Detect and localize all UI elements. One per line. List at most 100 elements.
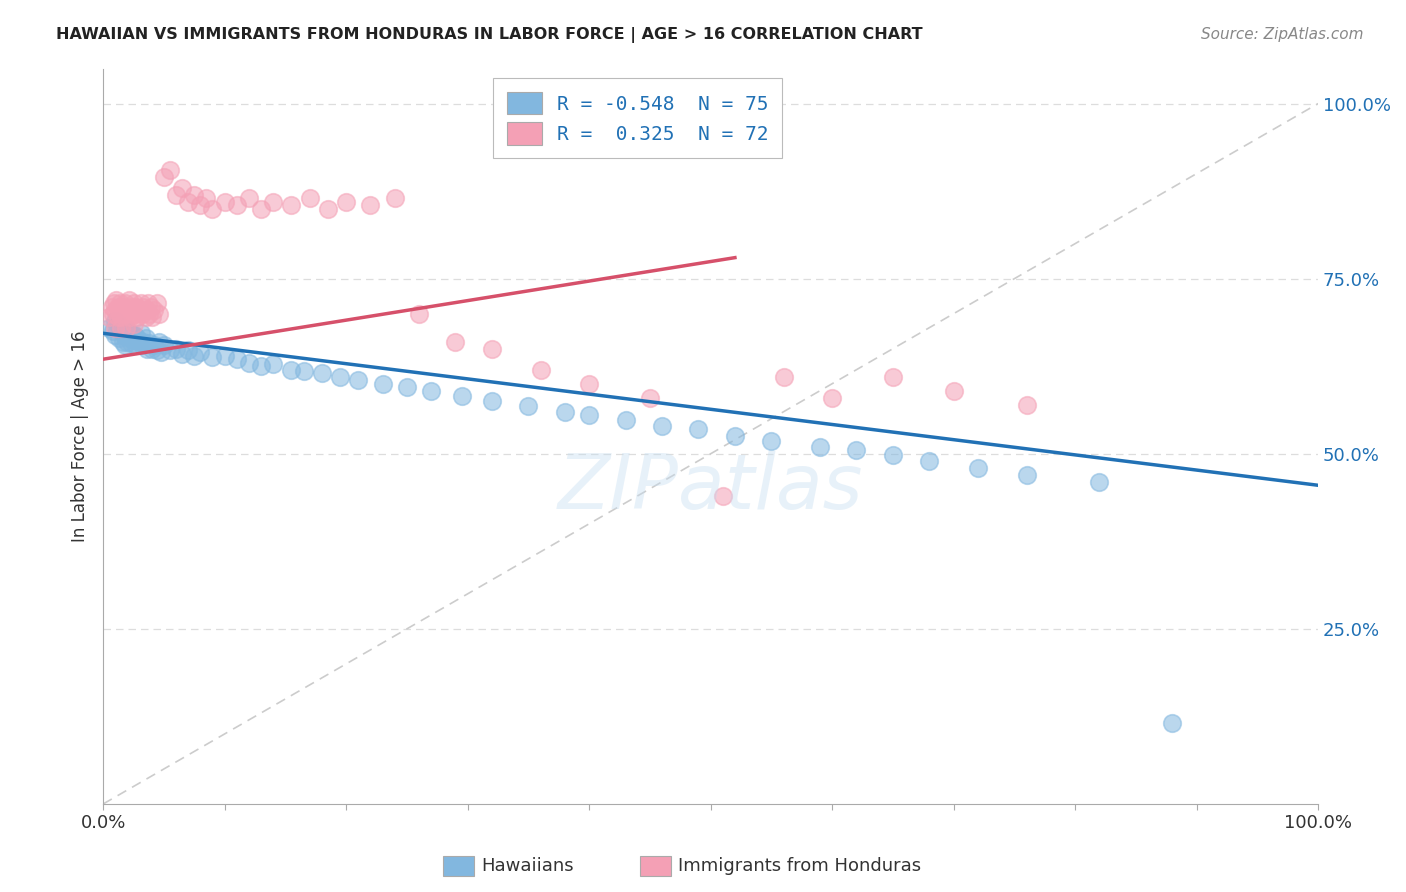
Point — [150, 345, 173, 359]
Point — [143, 338, 166, 352]
Point — [481, 342, 503, 356]
Text: HAWAIIAN VS IMMIGRANTS FROM HONDURAS IN LABOR FORCE | AGE > 16 CORRELATION CHART: HAWAIIAN VS IMMIGRANTS FROM HONDURAS IN … — [56, 27, 922, 43]
Point — [177, 343, 200, 357]
Point — [104, 303, 127, 318]
Point — [122, 296, 145, 310]
Text: Immigrants from Honduras: Immigrants from Honduras — [678, 857, 921, 875]
Point — [188, 345, 211, 359]
Point — [131, 338, 153, 352]
Point — [967, 460, 990, 475]
Point — [107, 310, 129, 325]
Point — [104, 327, 127, 342]
Text: ZIPatlas: ZIPatlas — [558, 450, 863, 524]
Point — [371, 376, 394, 391]
Point — [117, 334, 139, 349]
Point — [153, 338, 176, 352]
Point — [651, 418, 673, 433]
Point — [118, 331, 141, 345]
Point — [111, 300, 134, 314]
Point — [638, 391, 661, 405]
Point — [110, 310, 132, 325]
Point — [138, 336, 160, 351]
Point — [132, 334, 155, 349]
Point — [129, 326, 152, 341]
Point — [316, 202, 339, 216]
Point — [298, 191, 321, 205]
Point — [108, 307, 131, 321]
Point — [942, 384, 965, 398]
Point — [135, 331, 157, 345]
Point — [335, 194, 357, 209]
Point — [117, 303, 139, 318]
Point — [481, 394, 503, 409]
Point — [107, 317, 129, 331]
Point — [329, 369, 352, 384]
Point — [132, 300, 155, 314]
Point — [124, 307, 146, 321]
Point — [148, 307, 170, 321]
Point — [444, 334, 467, 349]
Point — [127, 310, 149, 325]
Point — [104, 320, 127, 334]
Point — [359, 198, 381, 212]
Point — [238, 191, 260, 205]
Point — [262, 357, 284, 371]
Point — [882, 369, 904, 384]
Point — [135, 342, 157, 356]
Point — [131, 307, 153, 321]
Point — [125, 300, 148, 314]
Point — [918, 454, 941, 468]
Point — [122, 327, 145, 342]
Point — [110, 320, 132, 334]
Point — [183, 349, 205, 363]
Point — [420, 384, 443, 398]
Point — [136, 296, 159, 310]
Point — [183, 187, 205, 202]
Point — [114, 329, 136, 343]
Point — [110, 324, 132, 338]
Point — [135, 310, 157, 325]
Point — [177, 194, 200, 209]
Point — [517, 399, 540, 413]
Point — [108, 296, 131, 310]
Point — [882, 448, 904, 462]
Point — [214, 349, 236, 363]
Point — [238, 356, 260, 370]
Point — [125, 338, 148, 352]
Point — [711, 489, 734, 503]
Point — [138, 307, 160, 321]
Point — [845, 443, 868, 458]
Point — [292, 364, 315, 378]
Point — [250, 202, 273, 216]
Point — [101, 307, 124, 321]
Point — [148, 334, 170, 349]
Point — [98, 310, 121, 325]
Point — [159, 343, 181, 357]
Point — [761, 434, 783, 449]
Text: Source: ZipAtlas.com: Source: ZipAtlas.com — [1201, 27, 1364, 42]
Point — [201, 202, 224, 216]
Point — [280, 362, 302, 376]
Point — [165, 187, 187, 202]
Point — [128, 303, 150, 318]
Point — [614, 413, 637, 427]
Point — [347, 373, 370, 387]
Point — [821, 391, 844, 405]
Point — [1161, 716, 1184, 731]
Point — [1088, 475, 1111, 489]
Point — [408, 307, 430, 321]
Point — [112, 326, 135, 341]
Point — [117, 329, 139, 343]
Point — [114, 338, 136, 352]
Point — [122, 333, 145, 347]
Point — [153, 170, 176, 185]
Point — [118, 326, 141, 341]
Point — [127, 331, 149, 345]
Point — [100, 300, 122, 314]
Point — [108, 300, 131, 314]
Point — [724, 429, 747, 443]
Point — [808, 440, 831, 454]
Point — [121, 307, 143, 321]
Point — [118, 310, 141, 325]
Point — [124, 329, 146, 343]
